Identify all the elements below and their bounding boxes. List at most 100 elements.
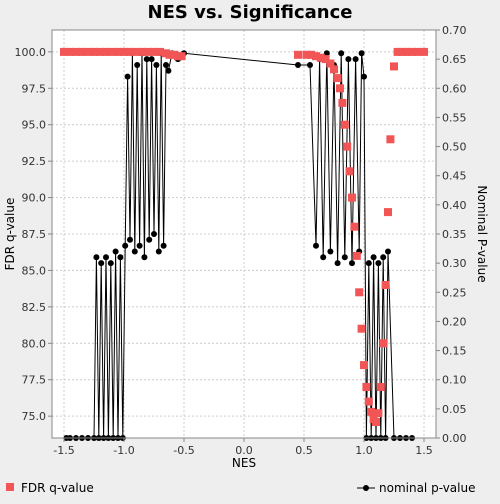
fdr-q-value-point [350, 222, 359, 231]
y-right-tick-label: 0.45 [442, 170, 467, 183]
y-right-tick-label: 0.00 [442, 432, 467, 445]
fdr-q-value-point [316, 53, 325, 62]
fdr-q-value-point [156, 47, 164, 56]
nominal-p-value-point [341, 254, 348, 261]
nominal-p-value-point [148, 56, 155, 63]
x-tick-label: -0.5 [173, 444, 194, 457]
y-left-tick-label: 75.0 [22, 410, 47, 423]
y-left-tick-label: 87.5 [22, 228, 47, 241]
y-right-axis-label: Nominal P-value [475, 185, 489, 282]
nominal-p-value-point [124, 73, 131, 80]
legend-item-fdr: FDR q-value [6, 481, 94, 495]
fdr-q-value-point [108, 47, 116, 56]
x-axis-ticks: -1.5 -1.0 -0.5 0.0 0.5 1.0 1.5 [53, 438, 433, 457]
nominal-p-value-point [122, 242, 129, 249]
y-right-tick-label: 0.10 [442, 374, 467, 387]
nominal-p-value-point [146, 236, 153, 243]
fdr-q-value-point [66, 47, 74, 56]
nominal-p-value-point [313, 242, 319, 249]
fdr-q-value-point [150, 47, 158, 56]
y-left-axis-label: FDR q-value [3, 198, 17, 271]
nominal-p-value-point [141, 254, 148, 261]
legend: FDR q-value nominal p-value [6, 481, 475, 495]
fdr-q-value-point [372, 418, 380, 426]
fdr-q-value-point [379, 339, 388, 348]
nominal-p-value-point [151, 231, 157, 237]
fdr-q-value-point [307, 50, 316, 59]
fdr-q-value-point [386, 135, 395, 144]
legend-swatch-square-icon [6, 483, 14, 491]
fdr-q-value-point [364, 397, 373, 406]
nominal-p-value-point [380, 254, 387, 261]
x-axis-label: NES [232, 456, 256, 470]
nominal-p-value-point [93, 254, 100, 261]
fdr-q-value-point [330, 65, 338, 74]
nominal-p-value-point [345, 56, 352, 63]
y-right-tick-label: 0.50 [442, 141, 467, 154]
nominal-p-value-point [165, 67, 172, 74]
nominal-p-value-point [153, 62, 160, 68]
nominal-p-value-point [98, 260, 105, 267]
x-tick-label: 0.0 [235, 444, 253, 457]
fdr-q-value-point [393, 47, 402, 56]
y-left-tick-label: 77.5 [22, 374, 47, 387]
nominal-p-value-point [338, 50, 345, 57]
y-right-tick-label: 0.15 [442, 345, 467, 358]
y-right-tick-label: 0.35 [442, 228, 467, 241]
fdr-q-value-point [408, 47, 416, 56]
fdr-q-value-point [390, 62, 398, 71]
legend-swatch-circle-icon [363, 485, 369, 491]
chart-title: NES vs. Significance [148, 2, 353, 23]
y-left-tick-label: 100.0 [15, 46, 47, 59]
fdr-q-value-point [84, 47, 92, 56]
nominal-p-value-series [63, 50, 415, 441]
fdr-q-value-point [302, 50, 311, 59]
nominal-p-value-point [155, 248, 162, 255]
fdr-q-value-point [126, 47, 134, 56]
nominal-p-value-point [103, 254, 109, 261]
nominal-p-value-point [370, 254, 377, 261]
nominal-p-value-point [375, 260, 382, 267]
legend-label-fdr: FDR q-value [21, 481, 94, 495]
fdr-q-value-point [376, 383, 385, 391]
y-left-tick-label: 82.5 [22, 301, 47, 314]
fdr-q-value-point [326, 59, 335, 68]
fdr-q-value-point [336, 84, 344, 93]
fdr-q-value-point [90, 47, 98, 56]
fdr-q-value-point [384, 208, 392, 217]
fdr-q-value-point [420, 47, 428, 56]
fdr-q-value-series [60, 47, 428, 426]
y-left-axis-ticks: 100.0 97.5 95.0 92.5 90.0 87.5 85.0 82.5 80.0 77.… [15, 46, 52, 423]
y-left-tick-label: 90.0 [22, 192, 47, 205]
nominal-p-value-point [352, 56, 359, 63]
y-right-tick-label: 0.60 [442, 82, 467, 95]
fdr-q-value-point [343, 142, 352, 151]
fdr-q-value-point [338, 98, 347, 107]
fdr-q-value-point [60, 47, 68, 56]
fdr-q-value-point [403, 47, 412, 56]
y-right-tick-label: 0.20 [442, 315, 467, 328]
nominal-p-value-point [134, 62, 141, 68]
nominal-p-value-point [131, 248, 138, 255]
nominal-p-value-point [136, 242, 143, 249]
y-right-tick-label: 0.30 [442, 257, 467, 270]
x-tick-label: -1.0 [113, 444, 134, 457]
nominal-p-value-point [358, 50, 365, 57]
x-tick-label: -1.5 [53, 444, 74, 457]
y-left-tick-label: 97.5 [22, 82, 47, 95]
y-right-tick-label: 0.05 [442, 403, 467, 416]
y-left-tick-label: 80.0 [22, 337, 47, 350]
y-right-tick-label: 0.65 [442, 53, 467, 66]
legend-item-nominal: nominal p-value [357, 481, 475, 495]
x-tick-label: 1.0 [355, 444, 373, 457]
nominal-p-value-point [334, 260, 341, 267]
y-left-tick-label: 95.0 [22, 119, 47, 132]
nominal-p-value-point [307, 62, 313, 68]
fdr-q-value-point [321, 55, 330, 64]
nominal-p-value-point [327, 248, 334, 255]
fdr-q-value-point [360, 361, 368, 370]
fdr-q-value-point [102, 47, 110, 56]
fdr-q-value-point [78, 47, 86, 56]
fdr-q-value-point [357, 324, 366, 333]
